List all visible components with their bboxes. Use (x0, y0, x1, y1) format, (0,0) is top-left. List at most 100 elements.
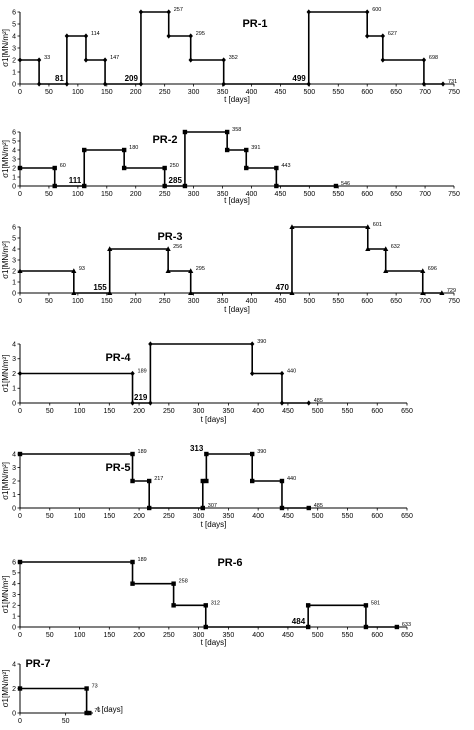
day-label: 352 (229, 55, 238, 61)
day-label: 256 (173, 244, 182, 250)
day-label: 546 (341, 181, 350, 187)
x-tick-label: 0 (18, 513, 22, 520)
data-point (200, 478, 205, 484)
x-tick-label: 450 (275, 89, 287, 96)
data-point (421, 81, 427, 87)
day-label: 729 (447, 288, 456, 294)
x-tick-label: 450 (275, 191, 287, 198)
day-label: 470 (276, 283, 290, 292)
day-label: 73 (92, 684, 98, 690)
y-tick-label: 2 (12, 371, 16, 378)
x-tick-label: 250 (159, 298, 171, 305)
x-tick-label: 500 (303, 191, 315, 198)
y-tick-label: 1 (12, 174, 16, 181)
x-tick-label: 700 (419, 298, 431, 305)
y-tick-label: 4 (12, 147, 16, 154)
x-tick-label: 600 (371, 408, 383, 415)
x-tick-label: 650 (401, 408, 413, 415)
data-point (289, 224, 295, 229)
y-tick-label: 1 (12, 492, 16, 499)
day-label: 76 (94, 708, 100, 714)
day-label: 189 (138, 449, 147, 455)
day-label: 440 (287, 369, 296, 375)
y-tick-label: 0 (12, 290, 16, 297)
day-label: 307 (208, 503, 217, 509)
x-tick-label: 200 (133, 513, 145, 520)
x-tick-label: 50 (46, 408, 54, 415)
stress-step-line (20, 687, 90, 714)
day-label: 147 (110, 55, 119, 61)
x-tick-label: 100 (74, 408, 86, 415)
x-tick-label: 150 (103, 408, 115, 415)
data-point (166, 33, 171, 39)
x-tick-label: 300 (188, 89, 200, 96)
data-point (305, 624, 311, 630)
y-tick-label: 2 (12, 57, 16, 64)
data-point (162, 165, 167, 171)
data-point (52, 183, 57, 189)
x-tick-label: 250 (163, 632, 175, 639)
day-label: 601 (373, 222, 382, 228)
x-axis-label: t [days] (201, 638, 227, 647)
x-tick-label: 250 (159, 89, 171, 96)
day-label: 60 (60, 163, 66, 169)
y-tick-label: 6 (12, 129, 16, 136)
x-tick-label: 350 (223, 513, 235, 520)
data-point (130, 559, 135, 565)
y-tick-label: 5 (12, 570, 16, 577)
x-tick-label: 300 (188, 191, 200, 198)
data-point (200, 505, 205, 511)
y-tick-label: 2 (12, 478, 16, 485)
x-tick-label: 50 (46, 513, 54, 520)
x-tick-label: 100 (74, 632, 86, 639)
day-label: 93 (79, 266, 85, 272)
chart-title: PR-5 (105, 462, 130, 474)
data-point (203, 603, 208, 608)
x-axis-label: t [days] (97, 705, 123, 714)
x-axis-label: t [days] (224, 95, 250, 104)
x-tick-label: 500 (303, 89, 315, 96)
day-label: 632 (391, 244, 400, 250)
x-tick-label: 500 (312, 513, 324, 520)
y-axis-label: σ1[MN/m²] (1, 576, 10, 614)
x-tick-label: 0 (18, 89, 22, 96)
day-label: 155 (93, 283, 107, 292)
data-point (188, 290, 194, 295)
data-point (148, 400, 153, 406)
x-tick-label: 300 (188, 298, 200, 305)
day-label: 484 (292, 617, 306, 626)
x-tick-label: 300 (193, 513, 205, 520)
x-tick-label: 650 (401, 632, 413, 639)
x-tick-label: 50 (45, 298, 53, 305)
x-tick-label: 250 (163, 513, 175, 520)
y-tick-label: 6 (12, 224, 16, 231)
data-point (17, 451, 23, 457)
chart-title: PR-3 (157, 231, 182, 243)
y-axis-label: σ1[MN/m²] (1, 670, 10, 708)
x-axis-label: t [days] (201, 520, 227, 529)
data-point (17, 268, 23, 273)
x-tick-label: 700 (419, 89, 431, 96)
data-point (394, 624, 400, 630)
data-point (121, 147, 127, 153)
data-point (102, 81, 108, 87)
x-tick-label: 550 (342, 408, 354, 415)
data-point (82, 183, 87, 189)
y-tick-label: 1 (12, 614, 16, 621)
x-tick-label: 500 (303, 298, 315, 305)
x-tick-label: 450 (282, 408, 294, 415)
data-point (17, 370, 23, 377)
data-point (84, 686, 89, 691)
chart-panel-5: 0 1 2 3 4 0 50 100 150 200 250 300 350 400 450 500 550 60… (1, 444, 413, 529)
data-point (138, 81, 144, 87)
x-tick-label: 750 (448, 191, 460, 198)
x-tick-label: 550 (342, 513, 354, 520)
data-point (420, 268, 426, 273)
x-tick-label: 300 (193, 408, 205, 415)
day-label: 485 (314, 398, 323, 404)
x-axis-label: t [days] (201, 415, 227, 424)
y-tick-label: 3 (12, 465, 16, 472)
x-tick-label: 650 (390, 298, 402, 305)
day-label: 485 (314, 503, 323, 509)
data-point (130, 400, 135, 406)
